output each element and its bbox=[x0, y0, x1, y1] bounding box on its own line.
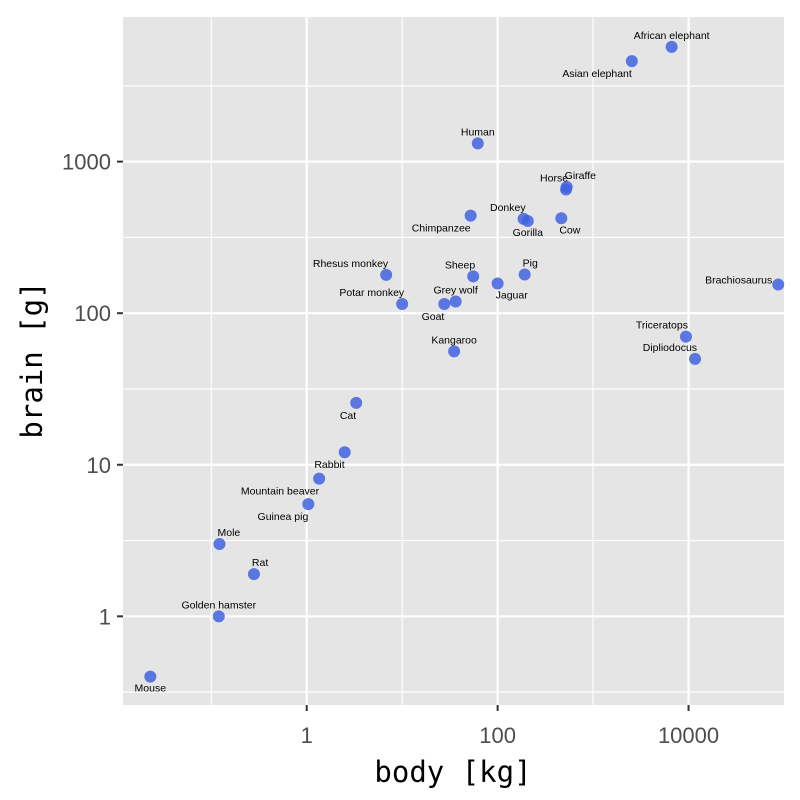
point-label: Sheep bbox=[445, 259, 476, 271]
y-axis-title: brain [g] bbox=[15, 281, 49, 438]
data-point bbox=[213, 538, 226, 551]
data-point bbox=[212, 610, 225, 623]
point-label: Mouse bbox=[135, 683, 167, 695]
point-label: Human bbox=[461, 126, 495, 138]
point-label: Mole bbox=[217, 527, 240, 539]
x-tick-label: 1 bbox=[301, 723, 313, 748]
data-point bbox=[491, 277, 504, 290]
data-point bbox=[665, 40, 678, 53]
data-point bbox=[438, 297, 451, 310]
y-tick-label: 10 bbox=[87, 453, 111, 478]
point-label: Horse bbox=[540, 172, 568, 184]
point-label: Brachiosaurus bbox=[705, 275, 772, 287]
data-point bbox=[560, 181, 573, 194]
y-tick-label: 100 bbox=[74, 301, 111, 326]
label-layer: Mouse Golden hamster Mole Rat Guinea pig Moun… bbox=[135, 30, 773, 695]
point-label: Pig bbox=[523, 258, 538, 270]
x-axis-title: body [kg] bbox=[374, 755, 531, 789]
data-point bbox=[396, 297, 409, 310]
point-label: Asian elephant bbox=[562, 68, 632, 80]
data-point bbox=[144, 670, 157, 683]
point-label: Guinea pig bbox=[258, 511, 309, 523]
point-label: Kangaroo bbox=[431, 334, 477, 346]
data-point bbox=[313, 472, 326, 485]
y-tick-label: 1 bbox=[99, 604, 111, 629]
data-point bbox=[467, 270, 480, 283]
point-label: Triceratops bbox=[636, 320, 688, 332]
data-point bbox=[448, 345, 461, 358]
point-label: Mountain beaver bbox=[241, 486, 320, 498]
point-label: Potar monkey bbox=[339, 287, 405, 299]
point-label: Grey wolf bbox=[433, 284, 477, 296]
data-point bbox=[302, 498, 315, 511]
data-point bbox=[338, 446, 351, 459]
data-point bbox=[772, 278, 785, 291]
data-point bbox=[464, 209, 477, 222]
data-point bbox=[625, 55, 638, 68]
point-label: Golden hamster bbox=[181, 599, 256, 611]
data-point bbox=[518, 268, 531, 281]
grid-layer bbox=[123, 17, 784, 705]
point-label: Chimpanzee bbox=[412, 223, 471, 235]
x-tick-label: 100 bbox=[479, 723, 516, 748]
point-label: Giraffe bbox=[565, 170, 596, 182]
point-label: Goat bbox=[422, 311, 445, 323]
point-label: Rat bbox=[252, 557, 268, 569]
data-point bbox=[380, 268, 393, 281]
plot-panel bbox=[123, 17, 784, 705]
point-label: African elephant bbox=[634, 30, 710, 42]
point-layer bbox=[144, 40, 785, 683]
point-label: Donkey bbox=[490, 202, 526, 214]
data-point bbox=[247, 568, 260, 581]
data-point bbox=[449, 295, 462, 308]
x-tick-label: 10000 bbox=[658, 723, 719, 748]
y-tick-label: 1000 bbox=[62, 150, 111, 175]
axis-layer: 1 100 10000 1 10 100 1000 bbox=[62, 150, 719, 748]
data-point bbox=[350, 396, 363, 409]
point-label: Cow bbox=[559, 224, 580, 236]
point-label: Gorilla bbox=[513, 227, 544, 239]
data-point bbox=[555, 212, 568, 225]
point-label: Rabbit bbox=[314, 459, 344, 471]
point-label: Dipliodocus bbox=[643, 342, 697, 354]
point-label: Cat bbox=[340, 410, 356, 422]
data-point bbox=[679, 330, 692, 343]
point-label: Rhesus monkey bbox=[313, 258, 389, 270]
data-point bbox=[521, 214, 534, 227]
data-point bbox=[471, 137, 484, 150]
point-label: Jaguar bbox=[496, 290, 529, 302]
data-point bbox=[689, 352, 702, 365]
